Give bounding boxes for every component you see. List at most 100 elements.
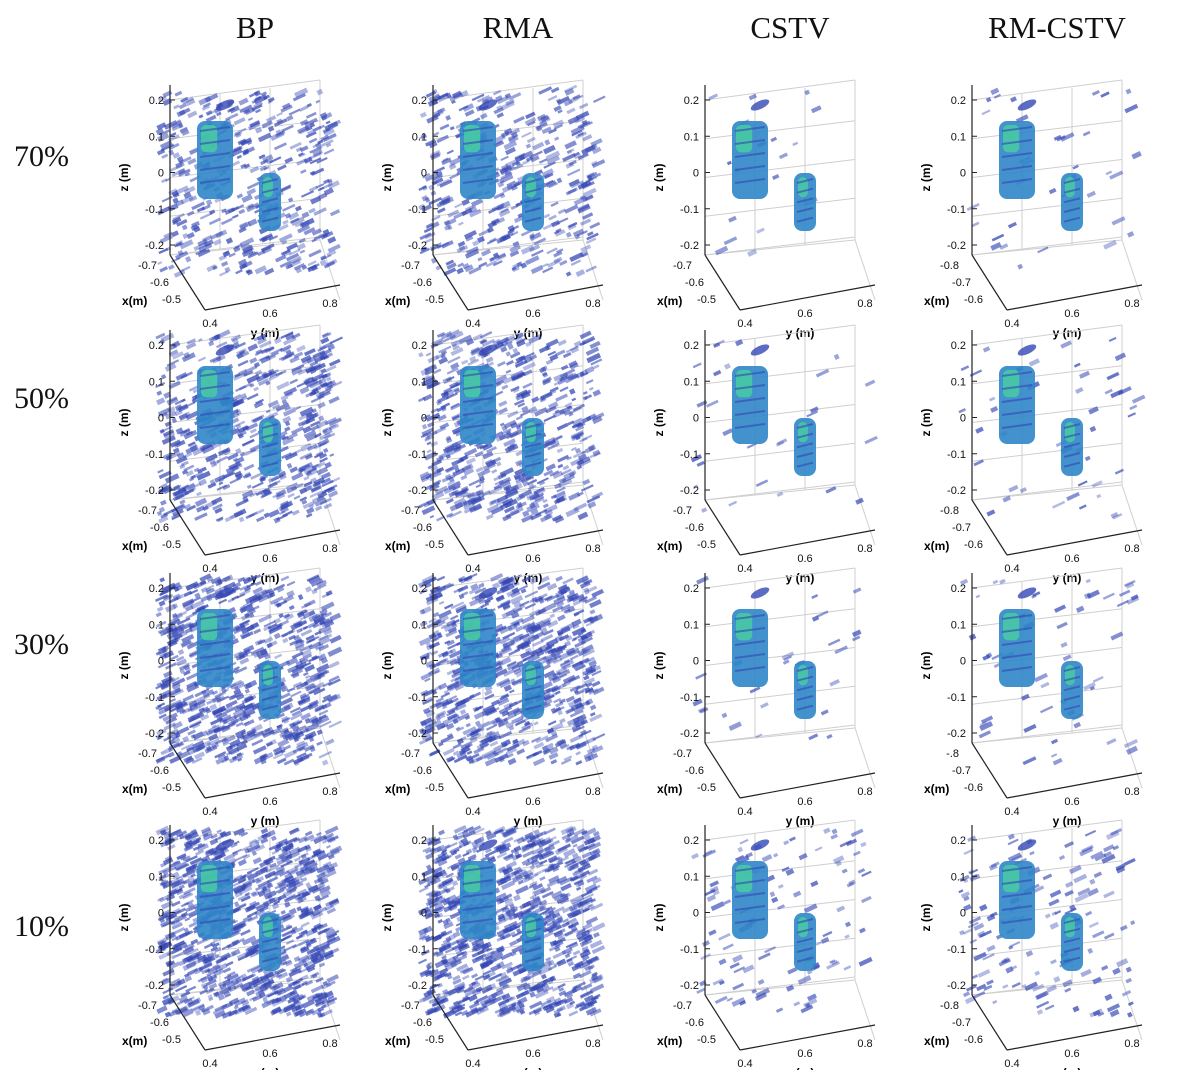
- noise-voxel: [424, 736, 433, 742]
- x-axis-line: [971, 254, 1008, 311]
- noise-voxel: [171, 625, 182, 633]
- noise-voxel: [423, 688, 435, 697]
- noise-voxel: [171, 734, 179, 740]
- noise-voxel: [560, 758, 572, 765]
- noise-voxel: [288, 605, 295, 611]
- noise-voxel: [543, 504, 558, 515]
- noise-voxel: [509, 250, 520, 258]
- noise-voxel: [524, 602, 536, 610]
- noise-voxel: [309, 618, 316, 623]
- noise-voxel: [747, 248, 758, 257]
- noise-voxel: [958, 408, 966, 414]
- noise-voxel: [275, 602, 282, 608]
- noise-voxel: [484, 757, 497, 767]
- noise-voxel: [277, 893, 287, 901]
- noise-voxel: [289, 378, 299, 385]
- voxel-volume: [155, 87, 341, 278]
- object-stripe: [462, 614, 494, 620]
- object-stripe: [796, 675, 814, 682]
- noise-voxel: [191, 201, 205, 211]
- noise-voxel: [298, 412, 312, 421]
- noise-voxel: [461, 591, 469, 597]
- noise-voxel: [570, 457, 583, 467]
- noise-voxel: [221, 260, 229, 267]
- noise-voxel: [475, 489, 484, 496]
- noise-voxel: [254, 369, 263, 377]
- noise-voxel: [515, 459, 524, 467]
- noise-voxel: [447, 355, 461, 364]
- noise-voxel: [267, 623, 278, 630]
- noise-voxel: [298, 238, 306, 244]
- noise-voxel: [308, 687, 321, 695]
- noise-voxel: [194, 751, 206, 760]
- noise-voxel: [1124, 579, 1136, 587]
- noise-voxel: [582, 578, 589, 584]
- noise-voxel: [418, 396, 426, 403]
- noise-voxel: [291, 363, 305, 372]
- axes: 0.20.10-0.1-0.2z (m)-0.7-0.6-0.5x(m)0.40…: [652, 330, 876, 585]
- noise-voxel: [512, 387, 520, 394]
- noise-voxel: [267, 481, 278, 489]
- noise-voxel: [479, 338, 487, 345]
- z-axis-label: z (m): [652, 164, 666, 192]
- noise-voxel: [522, 481, 530, 487]
- z-tick-label: 0: [960, 656, 966, 668]
- noise-voxel: [234, 341, 246, 349]
- noise-voxel: [180, 743, 194, 751]
- noise-voxel: [243, 163, 251, 169]
- noise-voxel: [969, 369, 983, 377]
- object-stripe: [199, 397, 231, 403]
- noise-voxel: [192, 731, 205, 741]
- noise-voxel: [445, 629, 458, 638]
- noise-voxel: [426, 441, 432, 446]
- noise-voxel: [188, 385, 198, 392]
- noise-voxel: [282, 203, 296, 212]
- noise-voxel: [1086, 190, 1096, 198]
- noise-voxel: [515, 476, 526, 485]
- noise-voxel: [245, 202, 260, 213]
- noise-voxel: [498, 646, 513, 656]
- noise-voxel: [326, 249, 337, 257]
- noise-voxel: [172, 216, 182, 225]
- noise-voxel: [251, 738, 264, 747]
- target-object-1: [460, 366, 496, 444]
- noise-voxel: [294, 405, 302, 411]
- noise-voxel: [171, 168, 185, 177]
- noise-voxel: [314, 497, 328, 507]
- object-stripe: [1001, 139, 1033, 145]
- noise-voxel: [560, 603, 571, 612]
- noise-voxel: [504, 505, 515, 514]
- noise-voxel: [589, 609, 596, 615]
- noise-voxel: [573, 704, 585, 714]
- x-tick-label: -0.6: [964, 782, 983, 794]
- noise-voxel: [257, 594, 270, 603]
- noise-voxel: [211, 695, 222, 704]
- noise-voxel: [457, 240, 466, 248]
- noise-voxel: [529, 232, 542, 241]
- noise-voxel: [239, 735, 246, 740]
- noise-voxel: [297, 368, 308, 376]
- noise-voxel: [705, 399, 719, 408]
- noise-voxel: [299, 485, 313, 495]
- noise-voxel: [160, 374, 167, 380]
- object-stripe: [1001, 666, 1033, 672]
- noise-voxel: [237, 954, 248, 962]
- noise-voxel: [235, 269, 243, 275]
- noise-voxel: [591, 680, 601, 688]
- x-tick-label: -0.5: [162, 539, 181, 551]
- noise-voxel: [577, 635, 589, 643]
- noise-voxel: [253, 101, 263, 109]
- noise-voxel: [528, 406, 538, 414]
- noise-voxel: [467, 489, 482, 500]
- noise-voxel: [291, 1004, 305, 1013]
- noise-voxel: [446, 262, 457, 270]
- noise-voxel: [580, 244, 592, 253]
- noise-voxel: [544, 594, 554, 601]
- noise-voxel: [453, 443, 467, 452]
- noise-voxel: [532, 141, 545, 151]
- noise-voxel: [306, 468, 319, 477]
- noise-voxel: [513, 633, 525, 641]
- panel-rm-cstv-30pct: 0.2 0.1 0 -0.1 -0.2 z (m) -.8 -0.7 -0.6 x(m) 0.4 0.…: [902, 548, 1200, 828]
- noise-voxel: [570, 430, 585, 440]
- noise-voxel: [517, 402, 526, 408]
